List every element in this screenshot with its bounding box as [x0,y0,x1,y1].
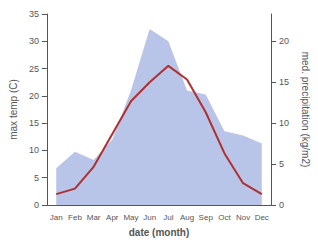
svg-text:25: 25 [29,64,39,74]
svg-text:date (month): date (month) [129,227,190,238]
svg-text:Apr: Apr [106,213,119,222]
svg-text:Feb: Feb [68,213,82,222]
svg-text:Sep: Sep [199,213,214,222]
svg-text:med. precipitation (kg/m2): med. precipitation (kg/m2) [300,52,311,168]
svg-text:35: 35 [29,9,39,19]
svg-text:Jun: Jun [143,213,156,222]
svg-text:Jan: Jan [50,213,63,222]
svg-text:max temp (C): max temp (C) [8,79,19,140]
svg-text:5: 5 [34,173,39,183]
svg-text:0: 0 [279,200,284,210]
svg-text:May: May [123,213,138,222]
svg-text:Mar: Mar [87,213,101,222]
svg-text:5: 5 [279,159,284,169]
svg-text:20: 20 [29,91,39,101]
svg-text:10: 10 [29,145,39,155]
svg-text:Nov: Nov [236,213,250,222]
svg-text:Dec: Dec [255,213,269,222]
svg-text:15: 15 [29,118,39,128]
svg-text:20: 20 [279,36,289,46]
svg-text:10: 10 [279,118,289,128]
svg-text:Aug: Aug [180,213,194,222]
svg-text:Oct: Oct [218,213,231,222]
svg-text:Jul: Jul [163,213,173,222]
svg-text:30: 30 [29,36,39,46]
svg-text:0: 0 [34,200,39,210]
svg-text:15: 15 [279,77,289,87]
